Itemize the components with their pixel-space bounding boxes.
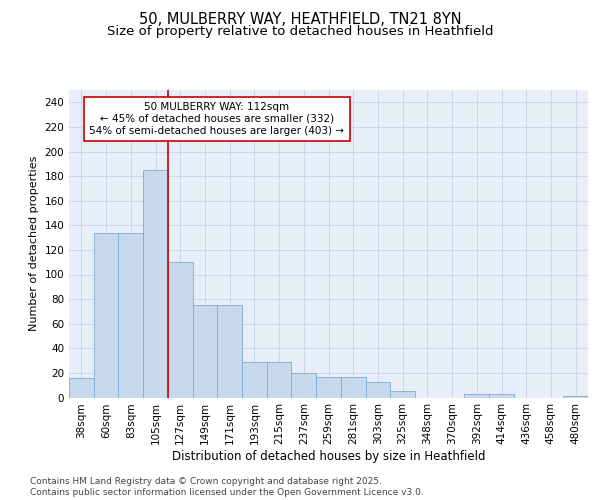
Bar [464,394,489,398]
Bar [242,362,267,398]
Bar [341,376,365,398]
Bar [292,373,316,398]
Bar [193,305,217,398]
X-axis label: Distribution of detached houses by size in Heathfield: Distribution of detached houses by size … [172,450,485,463]
Text: Contains HM Land Registry data © Crown copyright and database right 2025.
Contai: Contains HM Land Registry data © Crown c… [30,478,424,497]
Bar [316,376,341,398]
Bar [69,378,94,398]
Bar [217,305,242,398]
Bar [168,262,193,398]
Text: 50 MULBERRY WAY: 112sqm
← 45% of detached houses are smaller (332)
54% of semi-d: 50 MULBERRY WAY: 112sqm ← 45% of detache… [89,102,344,136]
Y-axis label: Number of detached properties: Number of detached properties [29,156,39,332]
Bar [267,362,292,398]
Bar [94,232,118,398]
Text: 50, MULBERRY WAY, HEATHFIELD, TN21 8YN: 50, MULBERRY WAY, HEATHFIELD, TN21 8YN [139,12,461,28]
Bar [489,394,514,398]
Bar [365,382,390,398]
Bar [563,396,588,398]
Bar [118,232,143,398]
Bar [143,170,168,398]
Text: Size of property relative to detached houses in Heathfield: Size of property relative to detached ho… [107,25,493,38]
Bar [390,392,415,398]
